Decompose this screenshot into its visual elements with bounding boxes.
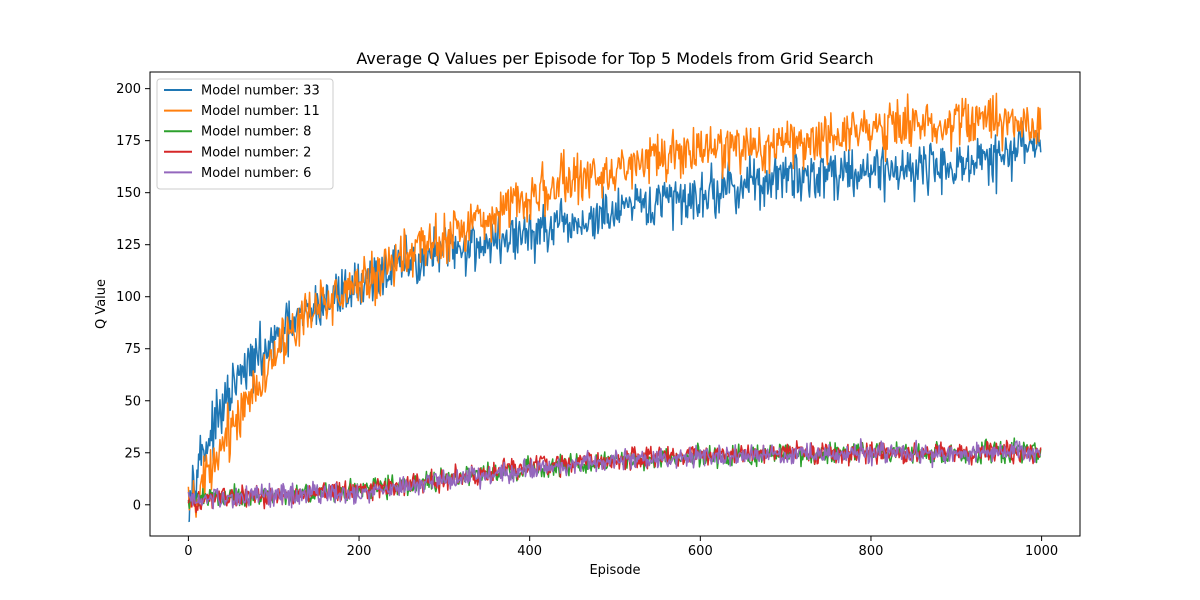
y-tick-label: 50 [124,394,141,409]
chart-title: Average Q Values per Episode for Top 5 M… [356,49,873,68]
legend-label: Model number: 11 [201,104,320,119]
legend: Model number: 33 Model number: 11 Model nu… [156,78,334,190]
y-tick-label: 0 [133,498,141,513]
legend-label: Model number: 2 [201,145,311,160]
y-axis-ticks: 0 25 50 75 100 125 150 175 200 [116,82,150,513]
x-tick-label: 1000 [1025,544,1058,559]
series-line-2 [187,92,1042,518]
legend-label: Model number: 6 [201,166,311,181]
y-tick-label: 200 [116,82,141,97]
series-layer [187,92,1042,523]
x-tick-label: 0 [184,544,192,559]
x-axis-ticks: 0 200 400 600 800 1000 [184,536,1058,559]
series-line-5 [187,438,1042,510]
legend-label: Model number: 33 [201,84,320,99]
x-axis-label: Episode [589,563,640,578]
x-tick-label: 200 [347,544,372,559]
y-tick-label: 150 [116,186,141,201]
y-axis-label: Q Value [94,279,109,329]
legend-box [156,78,334,190]
plot-frame [149,71,1081,537]
y-tick-label: 25 [124,446,141,461]
x-tick-label: 400 [517,544,542,559]
y-tick-label: 175 [116,134,141,149]
x-tick-label: 800 [859,544,884,559]
y-tick-label: 75 [124,342,141,357]
x-tick-label: 600 [688,544,713,559]
legend-label: Model number: 8 [201,125,311,140]
y-tick-label: 100 [116,290,141,305]
y-tick-label: 125 [116,238,141,253]
